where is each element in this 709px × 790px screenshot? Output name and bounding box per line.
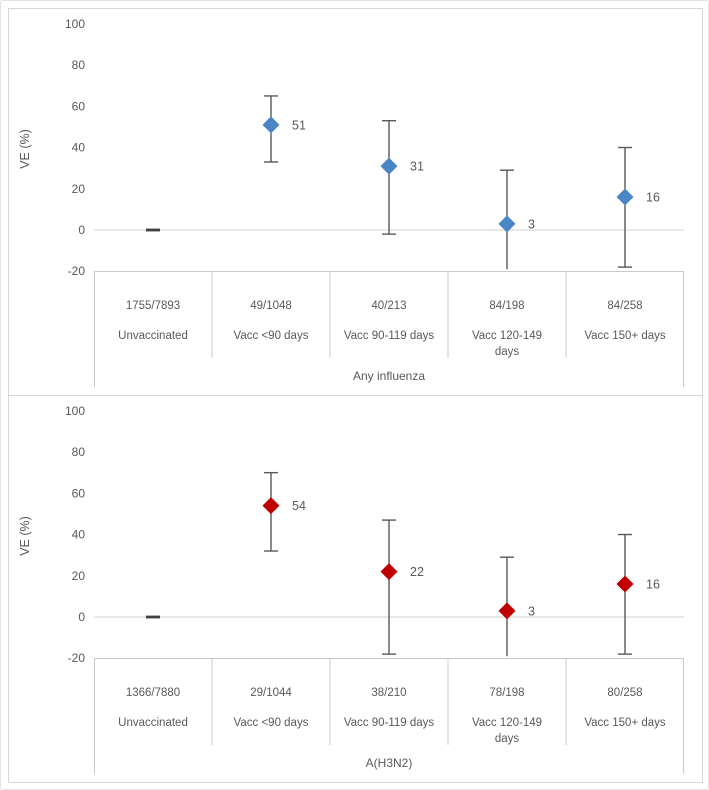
y-tick-label: 0	[78, 610, 85, 624]
y-axis-title: VE (%)	[18, 516, 32, 556]
charts-panel: 100 80 60 40 20 0 -20 VE (%) 1755/7893 Unvaccinat…	[8, 8, 703, 783]
y-tick-label: 20	[72, 569, 86, 583]
y-tick-label: 80	[72, 445, 86, 459]
ve-value-label: 3	[528, 217, 535, 231]
ve-value-label: 3	[528, 604, 535, 618]
category-count-label: 84/198	[489, 300, 524, 312]
category-name-label: Vacc 150+ days	[584, 330, 666, 342]
ve-diamond-marker	[380, 563, 398, 581]
ve-diamond-marker	[380, 157, 398, 175]
ve-value-label: 51	[292, 118, 306, 132]
category-name-label: days	[495, 733, 520, 745]
ve-value-label: 16	[646, 191, 660, 205]
y-tick-label: -20	[68, 651, 86, 665]
y-tick-label: 40	[72, 141, 86, 155]
y-tick-label: 60	[72, 99, 86, 113]
y-tick-label: 20	[72, 182, 86, 196]
y-tick-label: 80	[72, 58, 86, 72]
category-name-label: Unvaccinated	[118, 330, 188, 342]
category-name-label: Vacc 120-149	[472, 330, 542, 342]
ve-chart-h3n2: 100 80 60 40 20 0 -20 VE (%) 1366/7880 Unvaccinat…	[9, 395, 702, 782]
y-tick-label: -20	[68, 264, 86, 278]
y-tick-label: 0	[78, 223, 85, 237]
category-count-label: 29/1044	[250, 687, 292, 699]
reference-dash-marker	[146, 228, 160, 232]
axis-group-label: A(H3N2)	[366, 756, 413, 770]
ve-chart-any-influenza-svg: 100 80 60 40 20 0 -20 VE (%) 1755/7893 Unvaccinat…	[18, 17, 684, 387]
ve-diamond-marker	[498, 602, 516, 620]
y-axis-title: VE (%)	[18, 129, 32, 169]
ve-chart-any-influenza: 100 80 60 40 20 0 -20 VE (%) 1755/7893 Unvaccinat…	[9, 9, 702, 395]
category-count-label: 40/213	[371, 300, 406, 312]
ve-diamond-marker	[616, 188, 634, 206]
category-name-label: Vacc <90 days	[234, 717, 309, 729]
category-count-label: 78/198	[489, 687, 524, 699]
ve-value-label: 16	[646, 578, 660, 592]
category-name-label: Vacc <90 days	[234, 330, 309, 342]
category-count-label: 38/210	[371, 687, 406, 699]
ve-value-label: 31	[410, 160, 424, 174]
reference-dash-marker	[146, 615, 160, 619]
y-tick-label: 40	[72, 528, 86, 542]
ve-value-label: 22	[410, 565, 424, 579]
ve-value-label: 54	[292, 499, 306, 513]
y-tick-label: 100	[65, 404, 85, 418]
category-name-label: days	[495, 346, 520, 358]
category-count-label: 80/258	[607, 687, 642, 699]
ve-chart-h3n2-svg: 100 80 60 40 20 0 -20 VE (%) 1366/7880 Unvaccinat…	[18, 404, 684, 774]
category-count-label: 84/258	[607, 300, 642, 312]
ve-diamond-marker	[498, 215, 516, 233]
category-name-label: Vacc 90-119 days	[344, 330, 435, 342]
ve-diamond-marker	[616, 575, 634, 593]
category-count-label: 49/1048	[250, 300, 292, 312]
y-tick-label: 100	[65, 17, 85, 31]
category-name-label: Vacc 90-119 days	[344, 717, 435, 729]
category-name-label: Unvaccinated	[118, 717, 188, 729]
category-name-label: Vacc 150+ days	[584, 717, 666, 729]
category-name-label: Vacc 120-149	[472, 717, 542, 729]
axis-group-label: Any influenza	[353, 369, 425, 383]
category-count-label: 1755/7893	[126, 300, 180, 312]
ve-diamond-marker	[262, 116, 280, 134]
y-tick-label: 60	[72, 486, 86, 500]
category-count-label: 1366/7880	[126, 687, 180, 699]
ve-diamond-marker	[262, 497, 280, 515]
